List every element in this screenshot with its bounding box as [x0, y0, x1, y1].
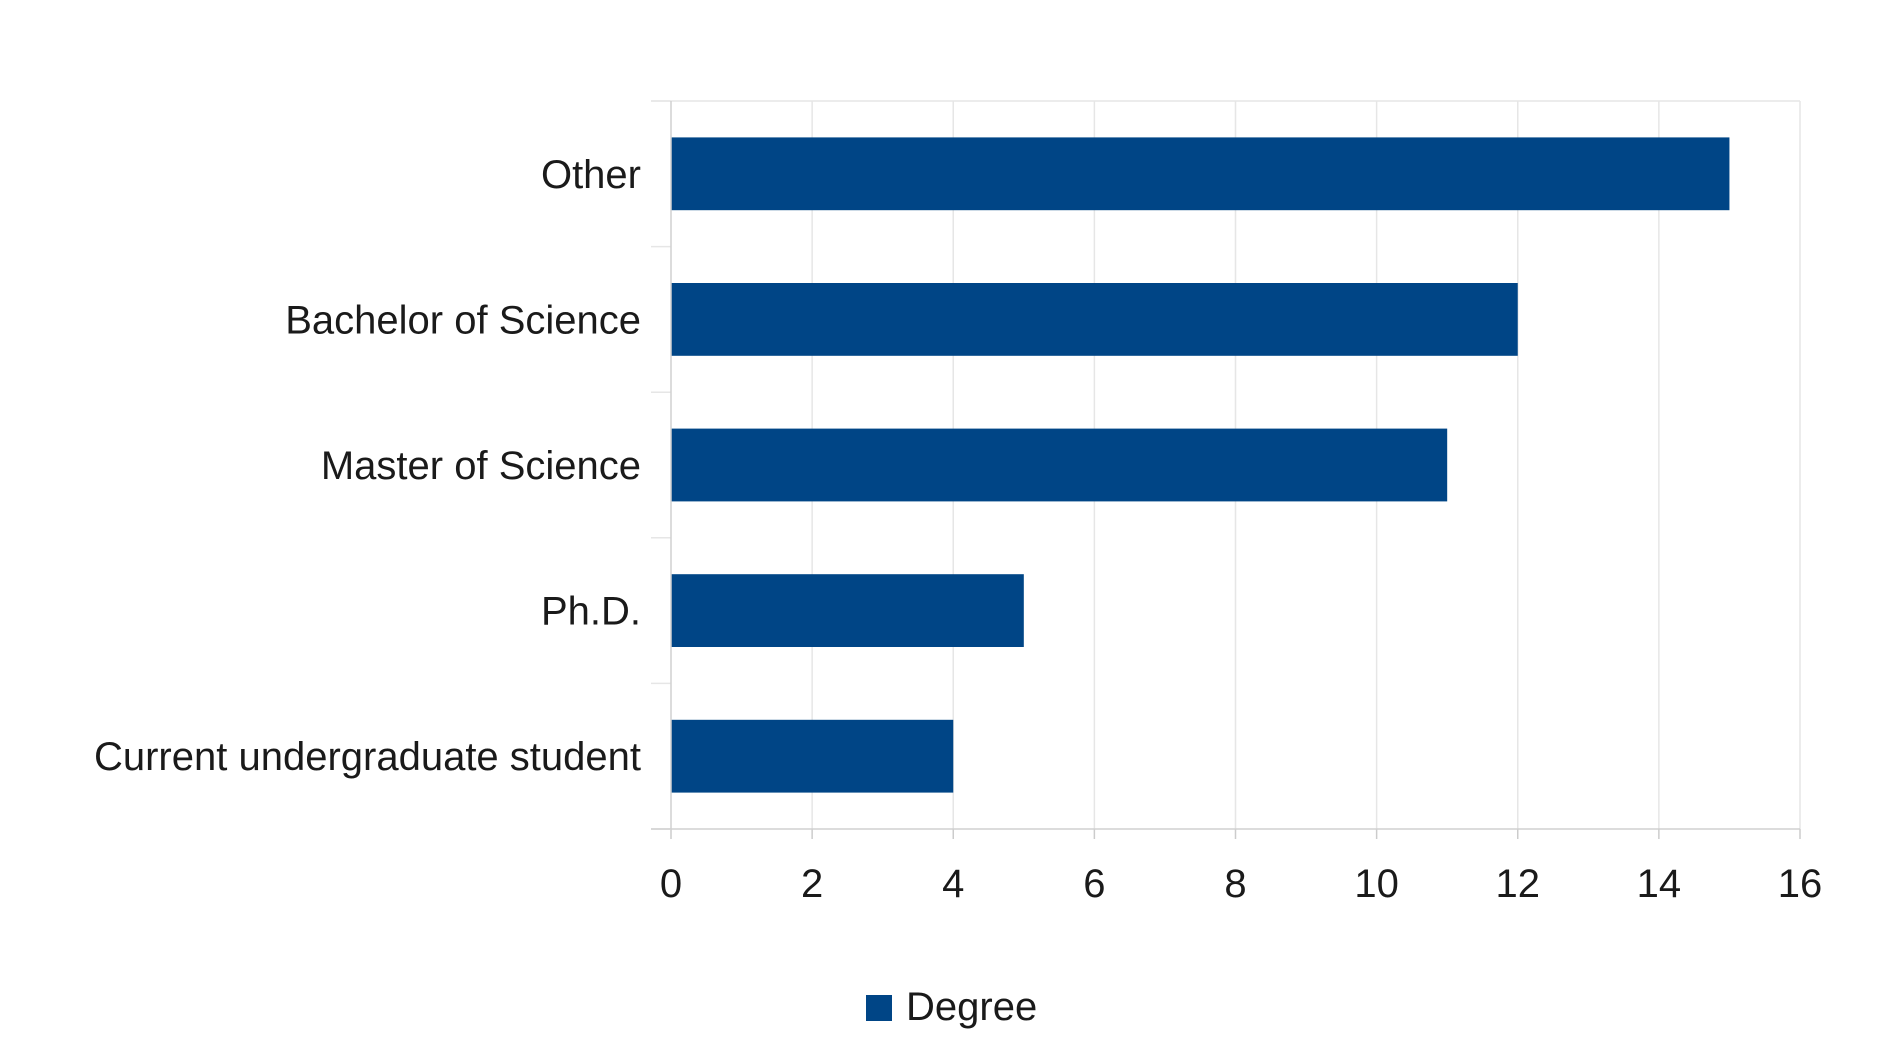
tick-labels: 0 2 4 6 8 10 12 14 16 Current undergraduate stude…: [94, 153, 1822, 906]
x-tick-label: 0: [660, 862, 682, 906]
legend: Degree: [866, 985, 1037, 1030]
bar: [671, 283, 1518, 356]
x-tick-label: 12: [1496, 862, 1541, 906]
y-tick-label: Other: [541, 153, 641, 197]
legend-swatch: [866, 994, 892, 1021]
bars: [671, 137, 1730, 793]
x-tick-label: 4: [942, 862, 964, 906]
legend-label: Degree: [906, 985, 1038, 1029]
x-tick-label: 8: [1224, 862, 1246, 906]
bar: [671, 137, 1730, 211]
x-tick-label: 14: [1637, 862, 1682, 906]
x-tick-label: 2: [801, 862, 823, 906]
y-tick-label: Bachelor of Science: [285, 298, 641, 342]
x-tick-label: 6: [1083, 862, 1105, 906]
x-tick-label: 10: [1354, 862, 1399, 906]
bar: [671, 428, 1448, 502]
y-tick-label: Ph.D.: [541, 590, 641, 634]
x-tick-label: 16: [1778, 862, 1823, 906]
bar: [671, 719, 954, 793]
y-tick-label: Current undergraduate student: [94, 735, 641, 779]
bar: [671, 574, 1024, 647]
axes: [651, 100, 1801, 839]
y-tick-label: Master of Science: [321, 444, 641, 488]
